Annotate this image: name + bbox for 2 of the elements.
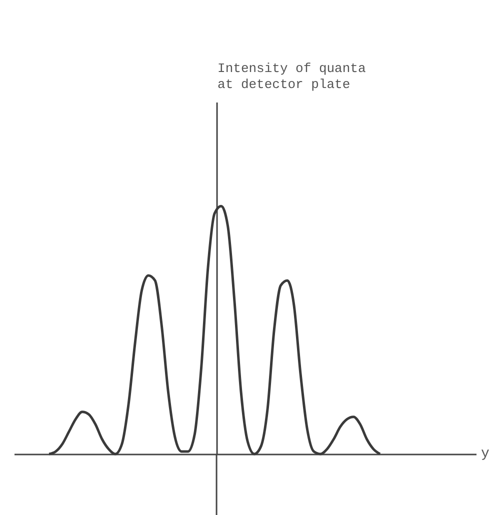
text: Intensity of quanta at detector plate (218, 61, 366, 92)
text: y (481, 446, 490, 462)
